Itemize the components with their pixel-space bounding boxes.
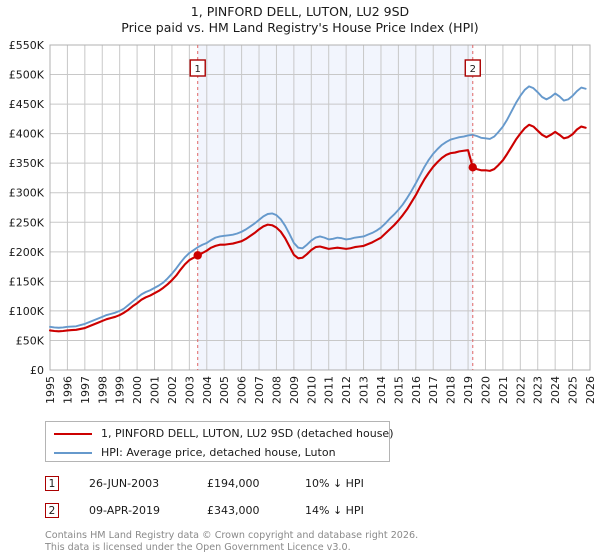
x-axis-tick-label: 2006 bbox=[236, 376, 249, 404]
y-axis-tick-label: £150K bbox=[9, 275, 45, 288]
table-row: 1 26-JUN-2003 £194,000 10% ↓ HPI bbox=[45, 470, 465, 497]
x-axis-tick-label: 2026 bbox=[584, 376, 597, 404]
legend-item-hpi: HPI: Average price, detached house, Luto… bbox=[46, 443, 389, 462]
x-axis-tick-label: 2016 bbox=[410, 376, 423, 404]
x-axis-tick-label: 2005 bbox=[218, 376, 231, 404]
transaction-badge-1: 1 bbox=[45, 476, 59, 491]
attribution-footer: Contains HM Land Registry data © Crown c… bbox=[45, 530, 585, 553]
x-axis-tick-label: 2013 bbox=[358, 376, 371, 404]
x-axis-tick-label: 2019 bbox=[462, 376, 475, 404]
transaction-label-box-2[interactable] bbox=[464, 59, 481, 77]
legend-swatch-blue-icon bbox=[54, 451, 92, 454]
legend-swatch-red-icon bbox=[54, 432, 92, 435]
transaction-date-2: 09-APR-2019 bbox=[89, 504, 161, 517]
x-axis-tick-label: 2002 bbox=[166, 376, 179, 404]
chart-area: £0 £50K £100K £150K £200K £250K £300K £350K £400… bbox=[9, 39, 597, 404]
x-axis-tick-label: 2015 bbox=[392, 376, 405, 404]
y-axis-tick-label: £450K bbox=[9, 98, 45, 111]
transaction-badge-2: 2 bbox=[45, 503, 59, 518]
property-price-line bbox=[48, 123, 587, 333]
plot-frame bbox=[49, 44, 591, 371]
transaction-hpi-delta-1: 10% ↓ HPI bbox=[305, 477, 364, 490]
transactions-table: 1 26-JUN-2003 £194,000 10% ↓ HPI 2 09-AP… bbox=[45, 470, 465, 524]
y-axis-tick-label: £550K bbox=[9, 39, 45, 52]
x-axis-tick-label: 2000 bbox=[131, 376, 144, 404]
x-axis-tick-label: 1999 bbox=[114, 376, 127, 404]
footer-copyright-line: Contains HM Land Registry data © Crown c… bbox=[45, 530, 419, 541]
x-axis-tick-label: 2021 bbox=[497, 376, 510, 404]
x-axis-tick-label: 2020 bbox=[479, 376, 492, 404]
y-axis-tick-label: £100K bbox=[9, 305, 45, 318]
x-axis-tick-label: 2010 bbox=[305, 376, 318, 404]
ownership-period-band bbox=[197, 45, 473, 370]
x-axis-tick-label: 1998 bbox=[96, 376, 109, 404]
transaction-price-2: £343,000 bbox=[207, 504, 260, 517]
y-axis-tick-label: £200K bbox=[9, 246, 45, 259]
y-axis-tick-label: £250K bbox=[9, 216, 45, 229]
y-axis-tick-label: £0 bbox=[30, 364, 44, 377]
transaction-label-text-1: 1 bbox=[195, 64, 201, 75]
x-axis-tick-label: 2025 bbox=[567, 376, 580, 404]
chart-title-block: 1, PINFORD DELL, LUTON, LU2 9SD Price pa… bbox=[0, 4, 600, 36]
x-axis-tick-label: 2011 bbox=[323, 376, 336, 404]
legend-label-property: 1, PINFORD DELL, LUTON, LU2 9SD (detache… bbox=[101, 427, 394, 440]
page-subtitle: Price paid vs. HM Land Registry's House … bbox=[121, 20, 479, 35]
x-axis-tick-label: 2003 bbox=[183, 376, 196, 404]
x-axis-tick-label: 2024 bbox=[549, 376, 562, 404]
x-axis-tick-label: 1995 bbox=[44, 376, 57, 404]
x-axis-tick-label: 2008 bbox=[270, 376, 283, 404]
x-axis-tick-label: 2017 bbox=[427, 376, 440, 404]
x-axis-tick-label: 2007 bbox=[253, 376, 266, 404]
transaction-label-text-2: 2 bbox=[470, 64, 476, 75]
x-axis-tick-label: 2004 bbox=[201, 376, 214, 404]
transaction-price-1: £194,000 bbox=[207, 477, 260, 490]
y-axis-tick-label: £50K bbox=[16, 334, 45, 347]
x-axis-tick-label: 2009 bbox=[288, 376, 301, 404]
y-axis-tick-label: £350K bbox=[9, 157, 45, 170]
x-axis-tick-label: 1997 bbox=[79, 376, 92, 404]
table-row: 2 09-APR-2019 £343,000 14% ↓ HPI bbox=[45, 497, 465, 524]
page-title: 1, PINFORD DELL, LUTON, LU2 9SD bbox=[190, 4, 410, 19]
x-axis-tick-label: 2018 bbox=[445, 376, 458, 404]
chart-legend: 1, PINFORD DELL, LUTON, LU2 9SD (detache… bbox=[45, 421, 394, 462]
transaction-date-1: 26-JUN-2003 bbox=[89, 477, 160, 490]
transaction-point-2[interactable] bbox=[468, 163, 477, 172]
price-history-line-chart: £0 £50K £100K £150K £200K £250K £300K £350K £400… bbox=[9, 39, 597, 404]
x-axis-tick-label: 1996 bbox=[61, 376, 74, 404]
x-axis-tick-label: 2022 bbox=[514, 376, 527, 404]
y-axis-tick-label: £500K bbox=[9, 69, 45, 82]
transaction-point-1[interactable] bbox=[193, 251, 202, 260]
x-axis-tick-label: 2023 bbox=[532, 376, 545, 404]
y-axis-tick-label: £300K bbox=[9, 187, 45, 200]
y-axis-tick-label: £400K bbox=[9, 128, 45, 141]
footer-licence-line: This data is licensed under the Open Gov… bbox=[45, 541, 351, 553]
hpi-average-line bbox=[49, 85, 587, 329]
transaction-hpi-delta-2: 14% ↓ HPI bbox=[305, 504, 364, 517]
legend-label-hpi: HPI: Average price, detached house, Luto… bbox=[101, 446, 336, 459]
legend-item-property: 1, PINFORD DELL, LUTON, LU2 9SD (detache… bbox=[46, 424, 394, 443]
transaction-label-box-1[interactable] bbox=[189, 59, 206, 77]
x-axis-tick-label: 2012 bbox=[340, 376, 353, 404]
x-axis-tick-label: 2014 bbox=[375, 376, 388, 404]
x-axis-tick-label: 2001 bbox=[149, 376, 162, 404]
